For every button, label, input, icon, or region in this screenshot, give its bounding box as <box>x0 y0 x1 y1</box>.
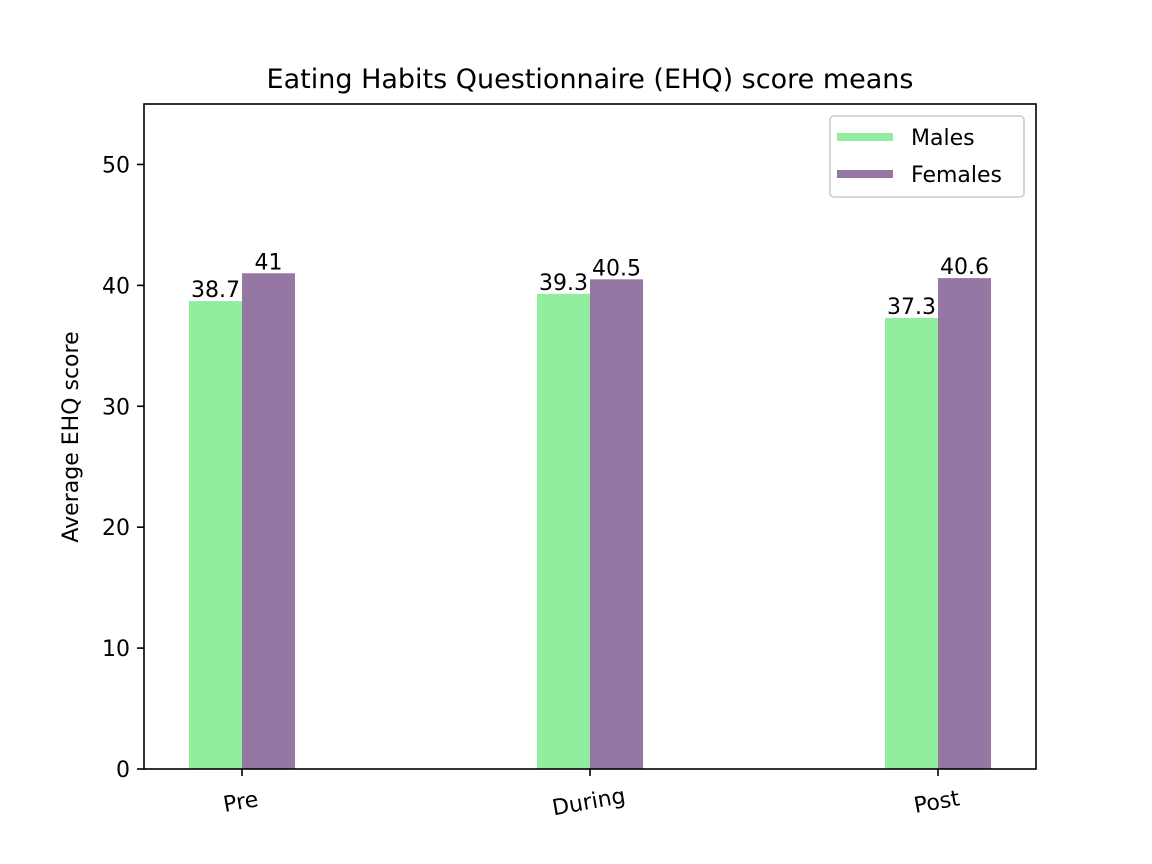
x-tick-label-during: During <box>550 784 627 821</box>
legend-label-females: Females <box>911 163 1002 188</box>
x-tick-label-post: Post <box>912 786 962 819</box>
y-tick-label: 20 <box>102 516 130 541</box>
y-tick-label: 0 <box>116 758 130 783</box>
y-axis-label: Average EHQ score <box>59 331 84 542</box>
bar-females-pre <box>242 273 295 769</box>
bar-males-during <box>537 293 590 769</box>
data-label-females-pre: 41 <box>255 250 283 275</box>
data-label-males-post: 37.3 <box>887 295 936 320</box>
data-label-females-during: 40.5 <box>592 256 641 281</box>
bar-females-during <box>590 279 643 769</box>
plot-area: 38.7 39.3 37.3 41 40.5 40.6 0 10 20 30 40 50 Pre Duri… <box>102 103 1037 821</box>
y-tick-label: 50 <box>102 153 130 178</box>
data-label-males-during: 39.3 <box>539 271 588 296</box>
data-label-females-post: 40.6 <box>940 255 989 280</box>
bar-males-pre <box>189 301 242 769</box>
y-tick-label: 30 <box>102 395 130 420</box>
y-tick-label: 10 <box>102 637 130 662</box>
y-tick-label: 40 <box>102 274 130 299</box>
legend-label-males: Males <box>911 126 975 151</box>
legend: Males Females <box>829 115 1025 198</box>
bar-females-post <box>938 278 991 769</box>
x-tick-label-pre: Pre <box>221 787 260 818</box>
data-label-males-pre: 38.7 <box>191 278 240 303</box>
bar-males-post <box>885 318 938 769</box>
chart-title: Eating Habits Questionnaire (EHQ) score … <box>267 64 914 95</box>
